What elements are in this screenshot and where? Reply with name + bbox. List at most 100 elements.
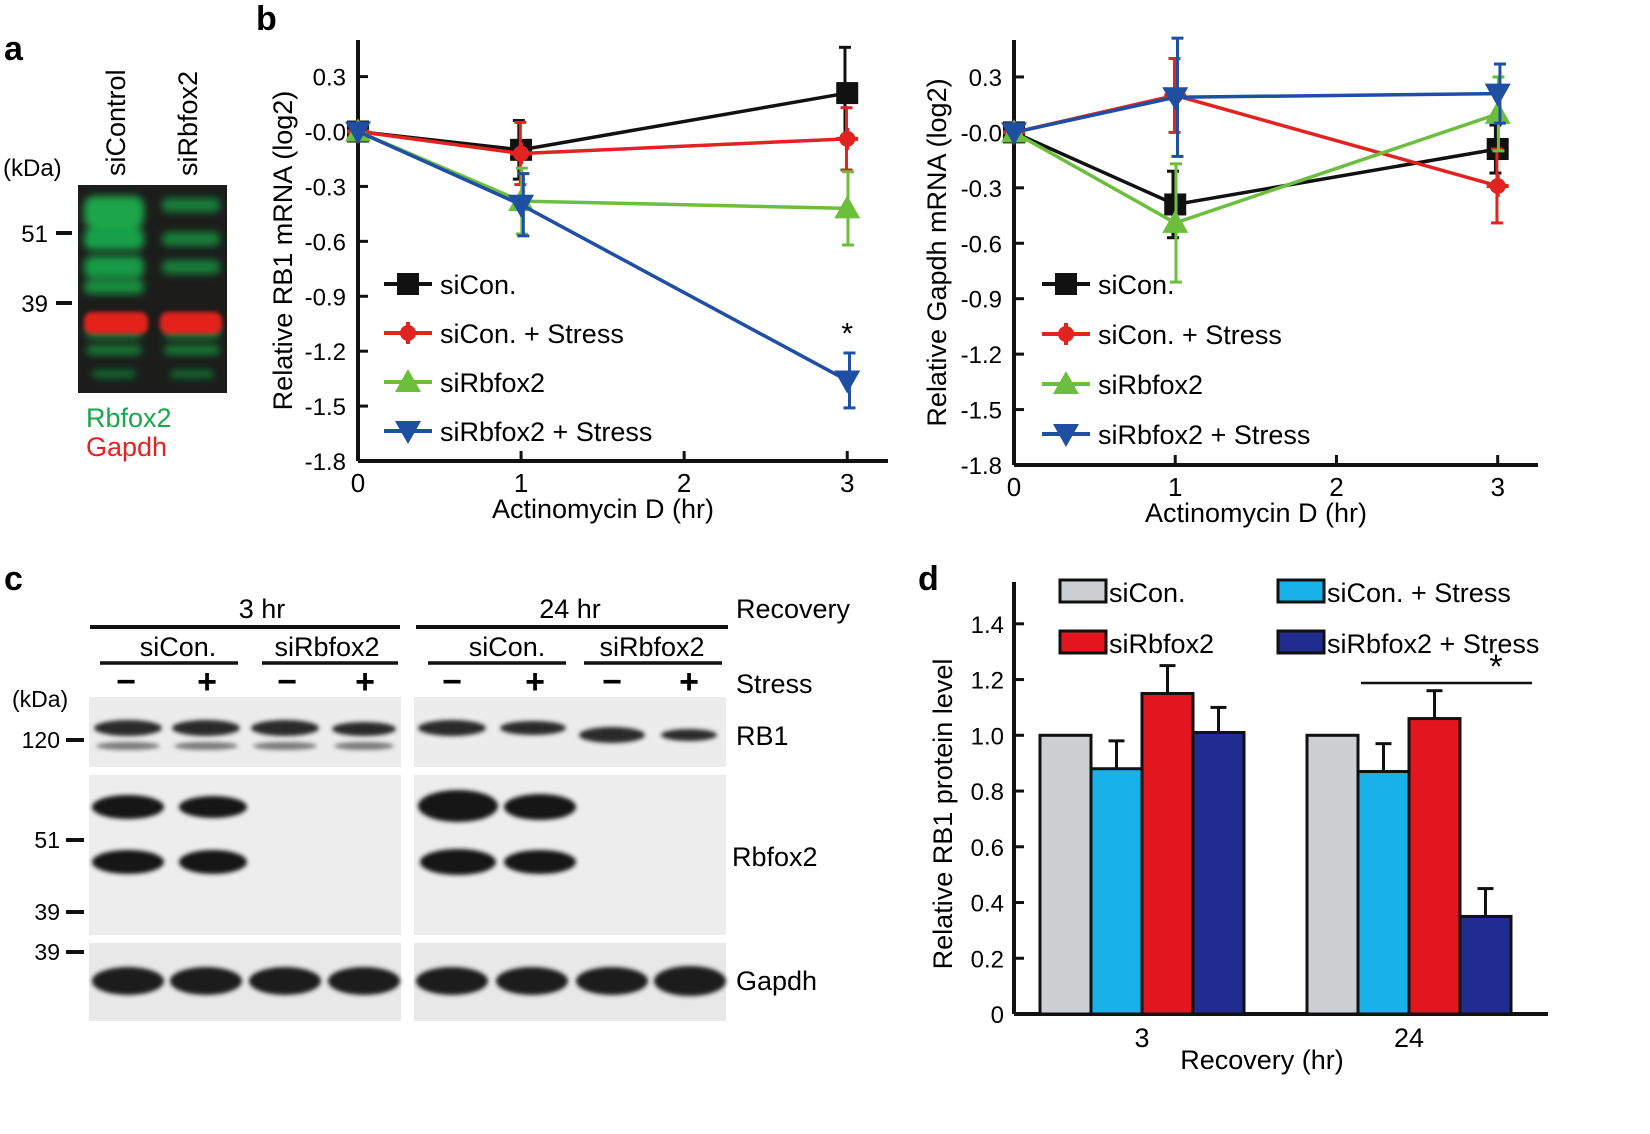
y-tick-label: -1.5 — [961, 398, 1002, 425]
y-tick-label: 1.4 — [971, 612, 1004, 639]
panel-c: c 3 hr 24 hr Recovery siCon. siRbfox2 si… — [4, 560, 851, 1021]
western-blot-a — [78, 185, 227, 393]
panel-label-d: d — [918, 560, 939, 598]
y-axis-label: Relative RB1 mRNA (log2) — [268, 91, 298, 411]
y-tick-label: 0.6 — [971, 835, 1004, 862]
x-axis-label: Recovery (hr) — [1180, 1045, 1344, 1075]
legend-label-sirbfox2: siRbfox2 — [1098, 370, 1203, 400]
row-label-rb1: RB1 — [736, 721, 789, 751]
legend-label-sicon-stress: siCon. + Stress — [1327, 578, 1511, 608]
series-line-sirbfox2-stress — [1013, 91, 1498, 135]
y-tick-label: -0.0 — [961, 120, 1002, 147]
y-tick-label: -0.3 — [305, 174, 346, 201]
legend-marker-sicon — [1055, 273, 1077, 295]
panel-label-c: c — [4, 560, 23, 598]
data-point-sirbfox2 — [1484, 100, 1511, 124]
legend-marker-sicon-stress-cross — [397, 322, 419, 344]
legend-label-sicon: siCon. — [1109, 578, 1186, 608]
kda-label-a: (kDa) — [3, 155, 62, 182]
data-point-sirbfox2-stress — [508, 194, 535, 218]
marker-label-120: 120 — [22, 727, 60, 753]
x-tick-label: 2 — [677, 468, 691, 498]
legend-swatch-sicon-stress — [1276, 578, 1326, 604]
x-axis-label: Actinomycin D (hr) — [492, 494, 714, 524]
data-point-sirbfox2-stress — [1484, 83, 1511, 107]
group-label-sirbfox2-3hr: siRbfox2 — [274, 632, 379, 662]
bar-chart-rb1-protein: 0 0.2 0.4 0.6 0.8 1.0 1.2 1.4 3 24 Recovery (hr) Re… — [928, 578, 1548, 1075]
y-tick-label: -0.6 — [305, 229, 346, 256]
group-label-sirbfox2-24hr: siRbfox2 — [599, 632, 704, 662]
kda-label-c: (kDa) — [12, 686, 68, 712]
marker-label-51-a: 51 — [21, 221, 48, 248]
group-label-sicon-3hr: siCon. — [140, 632, 217, 662]
y-tick-label: 0.8 — [971, 779, 1004, 806]
legend-marker-sicon — [397, 273, 419, 295]
row-label-rbfox2: Rbfox2 — [732, 842, 818, 872]
legend-rbfox2-a: Rbfox2 — [86, 403, 172, 433]
y-axis-label: Relative Gapdh mRNA (log2) — [922, 78, 952, 426]
panel-label-b: b — [256, 0, 277, 38]
legend-label-sirbfox2: siRbfox2 — [440, 368, 545, 398]
bar-sirbfox2-stress-24 — [1458, 914, 1513, 1016]
legend-marker-sirbfox2 — [395, 369, 421, 392]
y-tick-label: 0 — [991, 1002, 1004, 1029]
marker-label-51-c: 51 — [34, 827, 60, 853]
significance-asterisk: * — [841, 318, 853, 351]
legend-marker-sirbfox2-stress — [395, 421, 421, 444]
western-blot-c — [89, 697, 726, 1021]
y-tick-label: -0.3 — [961, 176, 1002, 203]
stress-sign-3: − — [277, 663, 297, 701]
x-axis-label: Actinomycin D (hr) — [1145, 498, 1367, 528]
y-axis-label: Relative RB1 protein level — [928, 659, 958, 970]
panel-a: a (kDa) siControl siRbfox2 — [3, 30, 227, 462]
legend-gapdh-a: Gapdh — [86, 432, 167, 462]
legend-label-sicon: siCon. — [440, 270, 517, 300]
significance-asterisk: * — [1489, 648, 1502, 686]
data-point-sirbfox2-stress — [1001, 122, 1027, 146]
lane-label-sicontrol: siControl — [101, 69, 131, 176]
marker-label-39-c: 39 — [34, 899, 60, 925]
stress-sign-4: + — [355, 663, 375, 701]
data-point-sicon-stress-cross — [510, 142, 533, 165]
x-tick-label: 1 — [1168, 472, 1182, 502]
bar-sicon-stress-24 — [1356, 770, 1411, 1016]
data-point-sirbfox2-stress — [345, 121, 371, 145]
stress-sign-1: − — [116, 663, 136, 701]
x-tick-label: 3 — [1490, 472, 1504, 502]
data-point-sirbfox2-stress — [834, 370, 861, 394]
data-point-sirbfox2 — [834, 195, 861, 219]
y-tick-label: -1.8 — [961, 453, 1002, 480]
bar-sicon-stress-3 — [1089, 767, 1144, 1016]
marker-label-39-a: 39 — [21, 291, 48, 318]
bar-sicon-3 — [1038, 733, 1093, 1016]
legend-marker-sirbfox2-stress — [1053, 424, 1079, 447]
stress-sign-2: + — [197, 663, 217, 701]
series-line-sirbfox2 — [1013, 112, 1499, 225]
x-tick-label: 24 — [1394, 1023, 1424, 1053]
bar-sirbfox2-stress-3 — [1191, 731, 1246, 1016]
y-tick-label: -0.9 — [305, 284, 346, 311]
series-line-sicon — [1013, 130, 1498, 207]
y-tick-label: -0.0 — [305, 120, 346, 147]
data-point-sicon — [836, 82, 859, 105]
stress-label: Stress — [736, 669, 813, 699]
stress-sign-6: + — [525, 663, 545, 701]
line-chart-gapdh: 0.3 -0.0 -0.3 -0.6 -0.9 -1.2 -1.5 -1.80 1 2 3 Actin… — [922, 36, 1538, 528]
data-point-sirbfox2-stress — [1162, 87, 1189, 111]
panel-label-a: a — [4, 30, 24, 68]
stress-sign-8: + — [679, 663, 699, 701]
y-tick-label: -0.9 — [961, 287, 1002, 314]
bar-sirbfox2-3 — [1140, 691, 1195, 1016]
legend-swatch-sirbfox2-stress — [1276, 629, 1326, 655]
y-tick-label: -1.8 — [305, 449, 346, 476]
legend-label-sicon: siCon. — [1098, 270, 1175, 300]
y-tick-label: -0.6 — [961, 231, 1002, 258]
y-tick-label: -1.2 — [961, 342, 1002, 369]
legend-label-sicon-stress: siCon. + Stress — [1098, 320, 1282, 350]
lane-label-sirbfox2: siRbfox2 — [173, 71, 203, 176]
x-tick-label: 2 — [1329, 472, 1343, 502]
row-label-gapdh: Gapdh — [736, 966, 817, 996]
y-tick-label: 1.2 — [971, 668, 1004, 695]
group-label-sicon-24hr: siCon. — [469, 632, 546, 662]
